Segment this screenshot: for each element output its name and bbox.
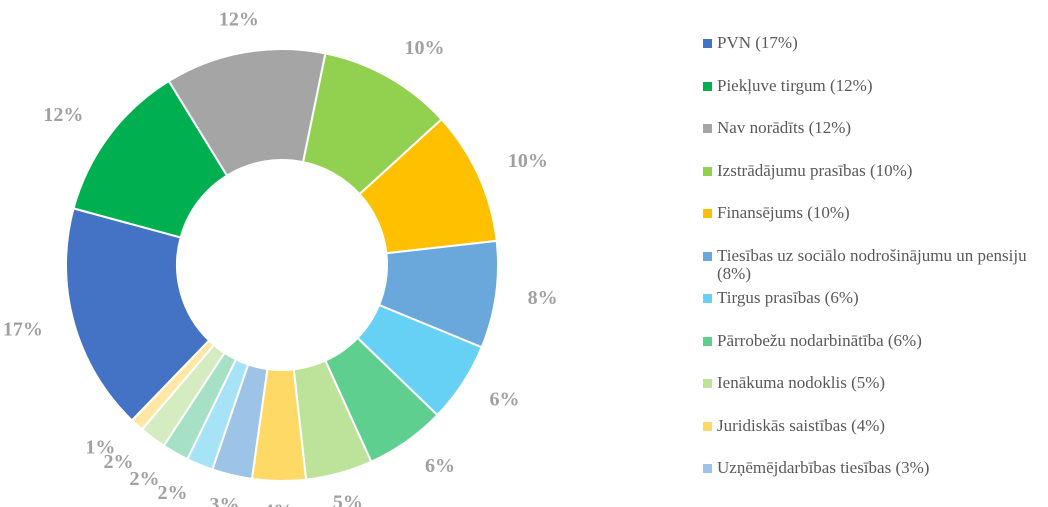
legend-swatch bbox=[703, 209, 712, 218]
legend-item: Juridiskās saistības (4%) bbox=[703, 415, 1048, 435]
data-label: 5% bbox=[333, 492, 363, 507]
legend-swatch bbox=[703, 294, 712, 303]
legend-label: Tiesības uz sociālo nodrošinājumu un pen… bbox=[717, 245, 1027, 283]
legend-label: Nav norādīts (12%) bbox=[717, 118, 852, 137]
legend-swatch bbox=[703, 379, 712, 388]
legend-item: PVN (17%) bbox=[703, 34, 1048, 52]
data-label: 12% bbox=[43, 104, 83, 126]
legend-label: Izstrādājumu prasības (10%) bbox=[717, 160, 913, 180]
data-label: 3% bbox=[210, 494, 240, 507]
legend-swatch bbox=[703, 336, 712, 346]
legend-swatch bbox=[703, 251, 712, 261]
legend-item: Finansējums (10%) bbox=[703, 204, 1048, 222]
legend-item: Uzņēmējdarbības tiesības (3%) bbox=[703, 459, 1048, 477]
legend-item: Piekļuve tirgum (12%) bbox=[703, 75, 1048, 95]
data-label: 8% bbox=[528, 287, 558, 309]
data-label: 10% bbox=[404, 37, 444, 59]
legend-label: Ienākuma nodoklis (5%) bbox=[717, 373, 886, 392]
legend-item: Tiesības uz sociālo nodrošinājumu un pen… bbox=[703, 245, 1048, 283]
data-label: 4% bbox=[264, 501, 294, 507]
data-label: 12% bbox=[219, 8, 259, 30]
legend-label: PVN (17%) bbox=[717, 33, 798, 52]
legend-swatch bbox=[703, 81, 712, 91]
data-label: 6% bbox=[490, 388, 520, 410]
legend-item: Ienākuma nodoklis (5%) bbox=[703, 374, 1048, 392]
data-label: 1% bbox=[85, 436, 115, 458]
data-label: 17% bbox=[3, 318, 43, 340]
legend-label: Piekļuve tirgum (12%) bbox=[717, 75, 873, 95]
legend-item: Tirgus prasības (6%) bbox=[703, 289, 1048, 307]
legend-swatch bbox=[703, 124, 712, 133]
legend-swatch bbox=[703, 166, 712, 176]
legend-label: Juridiskās saistības (4%) bbox=[717, 415, 886, 435]
legend-swatch bbox=[703, 421, 712, 431]
legend-label: Tirgus prasības (6%) bbox=[717, 288, 859, 307]
data-label: 2% bbox=[103, 451, 133, 473]
data-label: 2% bbox=[157, 482, 187, 504]
legend-item: Izstrādājumu prasības (10%) bbox=[703, 160, 1048, 180]
legend-label: Finansējums (10%) bbox=[717, 203, 850, 222]
legend-item: Nav norādīts (12%) bbox=[703, 119, 1048, 137]
legend-swatch bbox=[703, 39, 712, 48]
chart: 17%12%12%10%10%8%6%6%5%4%3%2%2%2%1% bbox=[3, 8, 558, 507]
legend-swatch bbox=[703, 464, 712, 473]
data-label: 6% bbox=[425, 455, 455, 477]
legend-label: Uzņēmējdarbības tiesības (3%) bbox=[717, 458, 930, 477]
data-label: 2% bbox=[130, 468, 160, 490]
data-label: 10% bbox=[508, 150, 548, 172]
slice bbox=[130, 339, 216, 431]
legend-item: Pārrobežu nodarbinātība (6%) bbox=[703, 330, 1048, 350]
slice bbox=[65, 207, 211, 422]
legend-label: Pārrobežu nodarbinātība (6%) bbox=[717, 330, 922, 350]
